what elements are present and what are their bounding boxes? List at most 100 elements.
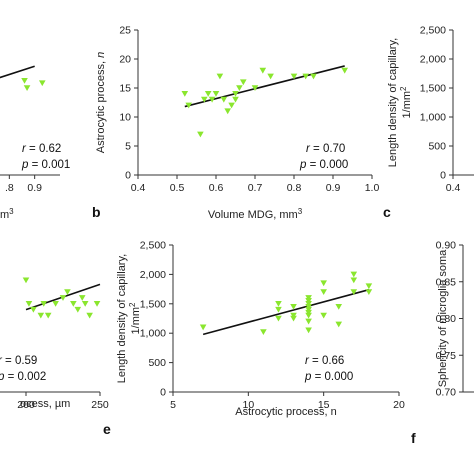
data-point [290,303,297,310]
x-tick-label: 0.4 [131,182,146,194]
y-tick-label: 0 [125,170,131,182]
x-tick-label: 20 [393,399,405,411]
y-axis-label: Length density of capillary, [387,38,399,167]
data-point [25,301,33,307]
x-tick-label: .8 [5,182,14,194]
y-tick-label: 25 [119,25,131,37]
data-point [197,131,204,138]
data-point [236,85,243,91]
regression-line [0,65,35,79]
data-point [240,79,247,86]
x-axis-label: Volume MDG, mm3 [208,207,303,221]
y-axis-label: Length density of capillary, [116,254,128,383]
x-tick-label: 1.0 [365,182,380,194]
y-tick-label: 15 [119,83,131,95]
data-point [320,312,327,319]
panel-label-f: f [411,430,416,446]
data-point [23,85,31,91]
data-point [365,289,373,296]
panel-label-c: c [383,204,391,220]
data-point [305,327,312,334]
regression-line [202,288,370,336]
data-point [22,277,30,284]
y-tick-label: 500 [428,141,446,153]
x-tick-label: 10 [242,399,254,411]
data-point [305,295,312,301]
x-tick-label: 200 [17,399,35,411]
data-point [38,80,46,87]
data-point [320,289,327,296]
y-axis-label: Sphericity of microglia soma [437,249,449,387]
data-point [275,301,282,307]
data-point [52,301,59,307]
panel-label-e: e [103,421,111,437]
data-point [305,301,312,307]
y-tick-label: 0.70 [436,387,457,399]
stat-r: r = 0.70 [306,143,345,155]
data-point [290,312,297,319]
stat-p: p = 0.002 [0,371,46,383]
x-tick-label: 0.5 [170,182,185,194]
y-tick-label: 2,500 [140,240,166,252]
data-point [216,73,224,80]
data-point [290,73,298,80]
x-tick-label: 5 [170,399,176,411]
regression-line [184,65,345,108]
data-point [201,96,208,103]
y-tick-label: 20 [119,54,131,66]
data-point [81,301,89,307]
data-point [44,312,52,319]
y-tick-label: 0.90 [436,240,457,252]
data-point [93,301,101,307]
data-point [204,91,212,97]
data-point [208,96,216,103]
data-point [305,309,312,316]
panel-label-b: b [92,204,101,220]
data-point [224,108,231,115]
data-point [350,277,358,284]
y-tick-label: 0 [440,170,446,182]
data-point [341,67,348,74]
data-point [305,312,312,319]
x-axis-label: ocess, µm [20,398,70,410]
chart-panel-5 [459,244,474,393]
y-axis-label: Astrocytic process, n [95,52,107,153]
data-point [259,67,267,74]
y-tick-label: 2,000 [420,54,446,66]
y-tick-label: 1,500 [420,83,446,95]
y-tick-label: 0.75 [436,350,457,362]
y-tick-label: 1,000 [140,328,166,340]
data-point [64,289,71,296]
data-point [310,73,317,80]
data-point [350,289,358,296]
y-tick-label: 0.80 [436,313,457,325]
data-point [199,324,207,331]
y-tick-label: 1,000 [420,112,446,124]
data-point [220,96,228,103]
stat-p: p = 0.001 [21,159,70,171]
data-point [228,102,235,109]
data-point [78,295,86,301]
data-point [365,283,373,290]
data-point [232,96,239,103]
data-point [275,315,282,322]
data-point [30,306,37,313]
x-tick-label: 0.9 [27,182,42,194]
data-point [335,321,343,328]
x-tick-label: 250 [91,399,109,411]
data-point [251,85,259,91]
y-tick-label: 10 [119,112,131,124]
data-point [305,306,312,313]
data-point [305,303,312,310]
data-point [290,315,297,322]
data-point [181,91,189,97]
y-axis-label-unit: 1/mm2 [399,86,413,119]
data-point [212,91,220,97]
data-point [305,298,312,304]
data-point [260,329,267,336]
data-point [305,318,312,325]
data-point [267,73,274,80]
x-tick-label: 0.8 [287,182,302,194]
data-point [302,73,309,80]
